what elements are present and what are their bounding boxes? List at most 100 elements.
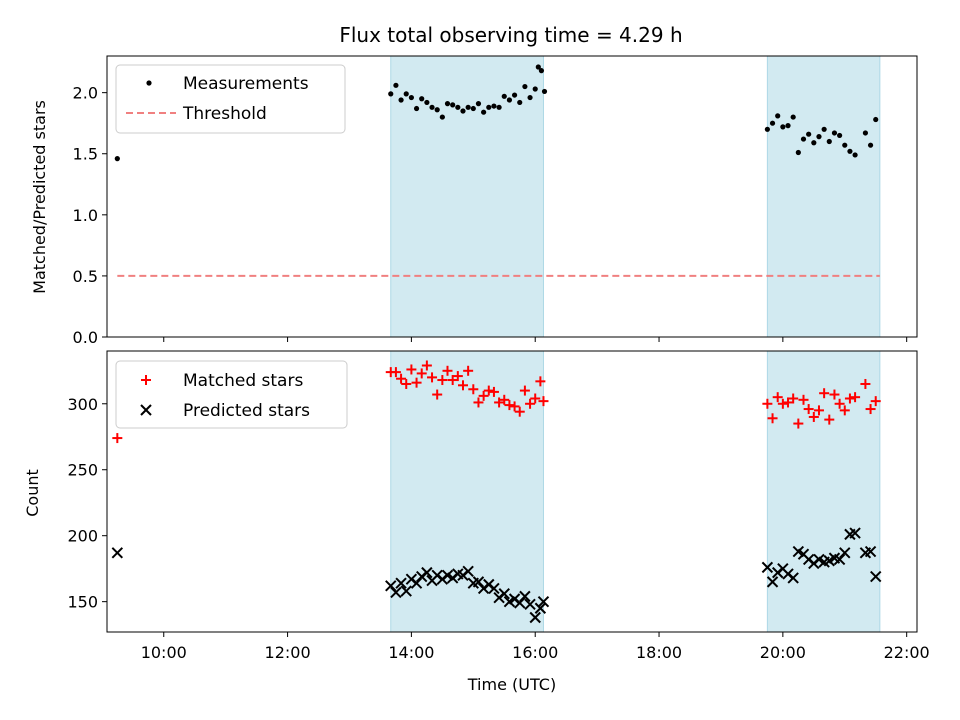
matched-star-point (850, 392, 861, 403)
matched-star-point (798, 394, 809, 405)
predicted-star-point (400, 585, 412, 597)
bottom-y-axis-label: Count (23, 469, 42, 517)
measurement-point (450, 102, 456, 108)
top-panel: 0.00.51.01.52.0 Matched/Predicted stars … (30, 55, 918, 347)
measurement-point (460, 108, 466, 114)
measurement-point (393, 82, 399, 88)
predicted-star-point (385, 580, 397, 592)
measurement-point (527, 94, 533, 101)
matched-star-point (824, 414, 835, 425)
matched-star-point (519, 385, 530, 396)
legend-label-predicted-stars: Predicted stars (183, 401, 310, 421)
measurement-point (491, 103, 497, 109)
matched-star-point (401, 378, 412, 389)
measurement-point (481, 109, 487, 115)
measurement-point (517, 99, 523, 106)
matched-star-point (803, 404, 814, 415)
measurement-point (398, 97, 404, 103)
measurement-point (826, 138, 832, 145)
matched-star-point (416, 368, 427, 379)
y-tick-label: 200 (67, 527, 98, 546)
predicted-star-point (390, 586, 402, 599)
chart-title: Flux total observing time = 4.29 h (339, 23, 682, 47)
predicted-star-point (519, 590, 531, 603)
matched-star-point (783, 397, 794, 408)
matched-star-point (777, 398, 788, 409)
matched-star-point (478, 390, 489, 401)
measurement-point (522, 83, 528, 90)
x-tick-label: 14:00 (388, 643, 434, 662)
matched-star-point (538, 396, 549, 407)
matched-star-point (411, 377, 422, 388)
matched-star-point (468, 384, 479, 395)
matched-star-point (767, 413, 778, 424)
matched-star-point (437, 375, 448, 386)
measurement-point (785, 123, 791, 129)
matched-star-point (421, 360, 432, 371)
measurement-point (424, 99, 430, 106)
predicted-star-point (395, 577, 407, 589)
legend-label-threshold: Threshold (182, 104, 267, 124)
top-y-axis-label: Matched/Predicted stars (30, 100, 49, 294)
y-tick-label: 150 (67, 593, 98, 612)
matched-star-point (509, 401, 520, 412)
measurement-point (114, 156, 120, 162)
measurement-point (444, 101, 451, 107)
predicted-star-point (514, 597, 526, 609)
x-tick-label: 10:00 (141, 643, 187, 662)
measurement-point (831, 130, 838, 136)
measurement-point (811, 140, 817, 146)
legend-label-matched-stars: Matched stars (183, 371, 303, 391)
predicted-star-point (472, 576, 485, 588)
legend-marker-measurements (146, 80, 152, 86)
matched-star-point (488, 386, 499, 397)
matched-star-point (499, 394, 510, 405)
legend-plus-glyph (141, 375, 151, 385)
matched-star-point (457, 380, 468, 391)
measurement-point (538, 68, 545, 74)
measurement-point (535, 64, 541, 70)
predicted-star-point (833, 553, 846, 566)
predicted-star-point (462, 565, 474, 578)
measurement-point (842, 142, 848, 148)
matched-star-point (860, 378, 871, 389)
measurement-point (470, 105, 476, 112)
matched-star-point (808, 411, 819, 422)
measurement-point (439, 114, 445, 120)
measurement-point (429, 104, 435, 110)
measurement-point (511, 92, 518, 98)
predicted-star-point (421, 566, 433, 579)
predicted-star-point (849, 527, 861, 539)
measurement-point (847, 148, 853, 154)
matched-star-point (762, 398, 773, 409)
matched-star-point (772, 392, 783, 403)
measurement-point (541, 88, 548, 95)
top-panel-frame (106, 55, 918, 338)
legend-marker-matched-stars (141, 375, 151, 385)
matched-star-point (535, 376, 546, 387)
y-tick-label: 1.0 (73, 206, 98, 225)
measurement-point (790, 114, 796, 120)
predicted-star-point (524, 598, 536, 611)
matched-star-point (447, 375, 458, 386)
y-tick-label: 300 (67, 395, 98, 414)
measurement-point (821, 126, 827, 132)
x-tick-label: 20:00 (760, 643, 806, 662)
bottom-legend: Matched stars Predicted stars (115, 360, 348, 429)
measurement-point (837, 132, 843, 139)
predicted-star-point (766, 576, 779, 588)
matched-star-point (525, 398, 536, 409)
x-tick-label: 12:00 (265, 643, 311, 662)
measurement-point (873, 116, 879, 123)
matched-star-point (432, 389, 443, 400)
predicted-star-point (761, 561, 774, 574)
predicted-star-point (870, 570, 882, 583)
matched-star-point (839, 405, 850, 416)
matched-star-point (844, 393, 855, 404)
matched-star-point (390, 367, 401, 378)
y-tick-label: 1.5 (73, 145, 98, 164)
legend-label-measurements: Measurements (183, 74, 309, 94)
matched-star-point (473, 397, 484, 408)
measurement-point (413, 105, 420, 112)
